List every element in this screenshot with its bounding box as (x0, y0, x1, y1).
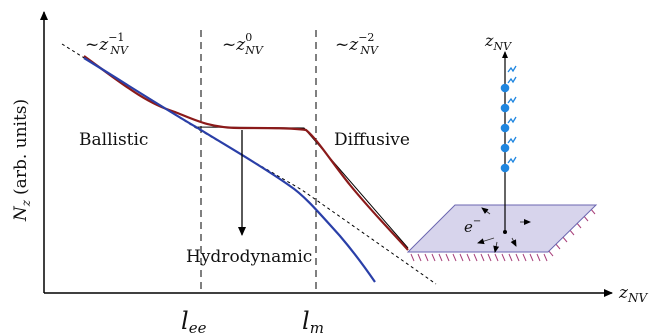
electron-flow-arrows (477, 207, 531, 253)
nv-centers (500, 65, 517, 173)
spin-arrow (507, 76, 517, 84)
regime-hydrodynamic: Hydrodynamic (186, 247, 312, 267)
spin-arrow (507, 65, 517, 73)
tick-lee: lee (181, 307, 207, 335)
nv-center (500, 83, 510, 93)
nv-center (500, 163, 510, 173)
blue-curve (83, 57, 376, 283)
nv-center (500, 123, 510, 133)
x-axis-label: zNV (618, 283, 648, 305)
spin-arrow (507, 116, 517, 124)
inset-sample: zNV e− (406, 31, 598, 262)
spin-arrow (507, 156, 517, 164)
tick-lm: lm (302, 307, 324, 335)
red-curve (83, 55, 409, 251)
regime-diffusive: Diffusive (334, 130, 410, 150)
regime-ballistic: Ballistic (79, 130, 148, 150)
scaling-label-hydro: ~z0 NV (222, 31, 264, 57)
nv-center (500, 103, 510, 113)
scaling-label-diffusive: ~z−2 NV (335, 31, 379, 57)
plate (406, 204, 598, 253)
scaling-label-ballistic: ~z−1 NV (85, 31, 129, 57)
nv-center (500, 143, 510, 153)
spin-arrow (507, 136, 517, 144)
spin-arrow (507, 96, 517, 104)
model-curve (83, 57, 409, 249)
inset-z-label: zNV (484, 31, 512, 53)
y-axis-label: Nz(arb. units) (11, 99, 33, 222)
origin-dot (503, 230, 507, 234)
electron-label: e− (464, 216, 481, 236)
